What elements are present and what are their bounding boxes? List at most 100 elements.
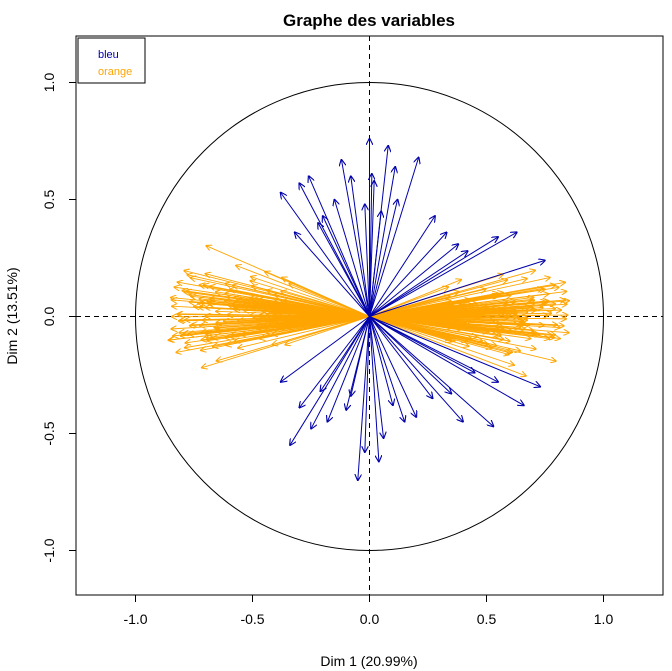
blue-vector: [369, 316, 464, 422]
blue-vector: [369, 237, 499, 317]
blue-vector: [369, 251, 468, 317]
x-tick-label: 0.0: [360, 611, 380, 627]
blue-vector: [369, 200, 398, 317]
blue-vector: [365, 204, 370, 317]
orange-vector: [190, 278, 370, 317]
blue-vector: [369, 316, 417, 418]
blue-vector: [351, 316, 370, 397]
orange-vector: [369, 280, 462, 317]
blue-vector: [290, 316, 370, 446]
orange-vector: [260, 316, 370, 339]
blue-vector: [369, 316, 405, 422]
orange-vector: [369, 304, 568, 317]
x-axis-label: Dim 1 (20.99%): [320, 653, 417, 669]
legend-box: [77, 37, 146, 84]
orange-vector: [179, 316, 370, 321]
blue-vector: [369, 316, 524, 406]
x-axis: -1.0 -0.5 0.0 0.5 1.0: [123, 595, 613, 627]
orange-vector: [251, 277, 370, 317]
blue-vector: [369, 316, 494, 427]
orange-vector: [238, 316, 370, 349]
orange-vector: [235, 307, 370, 317]
orange-vector: [369, 316, 504, 340]
orange-vector: [369, 313, 456, 317]
orange-vector: [192, 316, 370, 325]
blue-vector: [369, 181, 375, 317]
blue-vector: [369, 211, 382, 317]
blue-vector: [295, 232, 370, 317]
blue-vector: [369, 316, 541, 387]
orange-vector: [369, 316, 498, 336]
blue-vector: [369, 232, 447, 317]
blue-vector: [369, 157, 419, 317]
orange-vector: [369, 289, 543, 317]
x-tick-label: 0.5: [477, 611, 497, 627]
y-axis: -1.0 -0.5 0.0 0.5 1.0: [41, 73, 76, 563]
orange-vector: [369, 277, 551, 317]
blue-vector: [281, 192, 370, 317]
orange-series: [168, 246, 569, 376]
blue-vector: [369, 260, 546, 317]
orange-vector: [369, 316, 474, 327]
blue-vector: [365, 316, 370, 453]
blue-vector: [281, 316, 370, 383]
orange-vector: [369, 316, 550, 339]
orange-vector: [369, 294, 549, 317]
blue-vector: [341, 160, 370, 317]
y-tick-label: -0.5: [41, 421, 57, 445]
blue-vector: [320, 316, 370, 392]
blue-vector: [369, 216, 436, 317]
x-tick-label: -1.0: [123, 611, 147, 627]
chart-title: Graphe des variables: [283, 11, 455, 30]
orange-vector: [369, 316, 469, 347]
blue-vector: [358, 316, 370, 481]
orange-vector: [369, 316, 515, 366]
blue-vector: [369, 316, 379, 462]
blue-vector: [369, 232, 517, 317]
orange-vector: [369, 301, 516, 317]
legend-entry-bleu: bleu: [98, 49, 119, 61]
orange-vector: [369, 316, 524, 321]
orange-vector: [205, 274, 370, 317]
x-tick-label: 1.0: [594, 611, 614, 627]
blue-vector: [369, 244, 459, 317]
orange-vector: [206, 246, 370, 317]
orange-vector: [171, 316, 370, 330]
blue-vector: [299, 316, 370, 408]
blue-vector: [369, 316, 433, 399]
y-axis-label: Dim 2 (13.51%): [4, 267, 20, 364]
orange-vector: [369, 316, 527, 376]
blue-vector: [334, 200, 370, 317]
y-tick-label: 1.0: [41, 73, 57, 93]
orange-vector: [191, 296, 370, 317]
orange-vector: [176, 316, 370, 353]
orange-vector: [369, 316, 557, 362]
y-tick-label: 0.0: [41, 307, 57, 327]
orange-vector: [369, 301, 570, 317]
orange-vector: [201, 316, 370, 340]
orange-vector: [183, 316, 370, 334]
blue-vector: [369, 167, 396, 317]
blue-vector: [327, 316, 370, 422]
orange-vector: [230, 289, 370, 317]
blue-vector: [351, 176, 370, 317]
x-tick-label: -0.5: [240, 611, 264, 627]
legend: bleu orange: [77, 37, 146, 84]
orange-vector: [267, 314, 370, 317]
orange-vector: [236, 265, 370, 317]
blue-vector: [323, 216, 370, 317]
correlation-circle: [135, 82, 604, 551]
legend-entry-orange: orange: [98, 66, 132, 78]
blue-vector: [318, 223, 370, 317]
orange-vector: [369, 296, 451, 317]
orange-vector: [216, 316, 370, 361]
blue-vector: [311, 316, 370, 429]
blue-series: [281, 139, 545, 481]
y-tick-label: -1.0: [41, 538, 57, 562]
blue-vector: [369, 316, 384, 439]
blue-vector: [369, 316, 452, 394]
y-tick-label: 0.5: [41, 190, 57, 210]
blue-vector: [369, 316, 393, 406]
orange-vector: [369, 316, 478, 338]
